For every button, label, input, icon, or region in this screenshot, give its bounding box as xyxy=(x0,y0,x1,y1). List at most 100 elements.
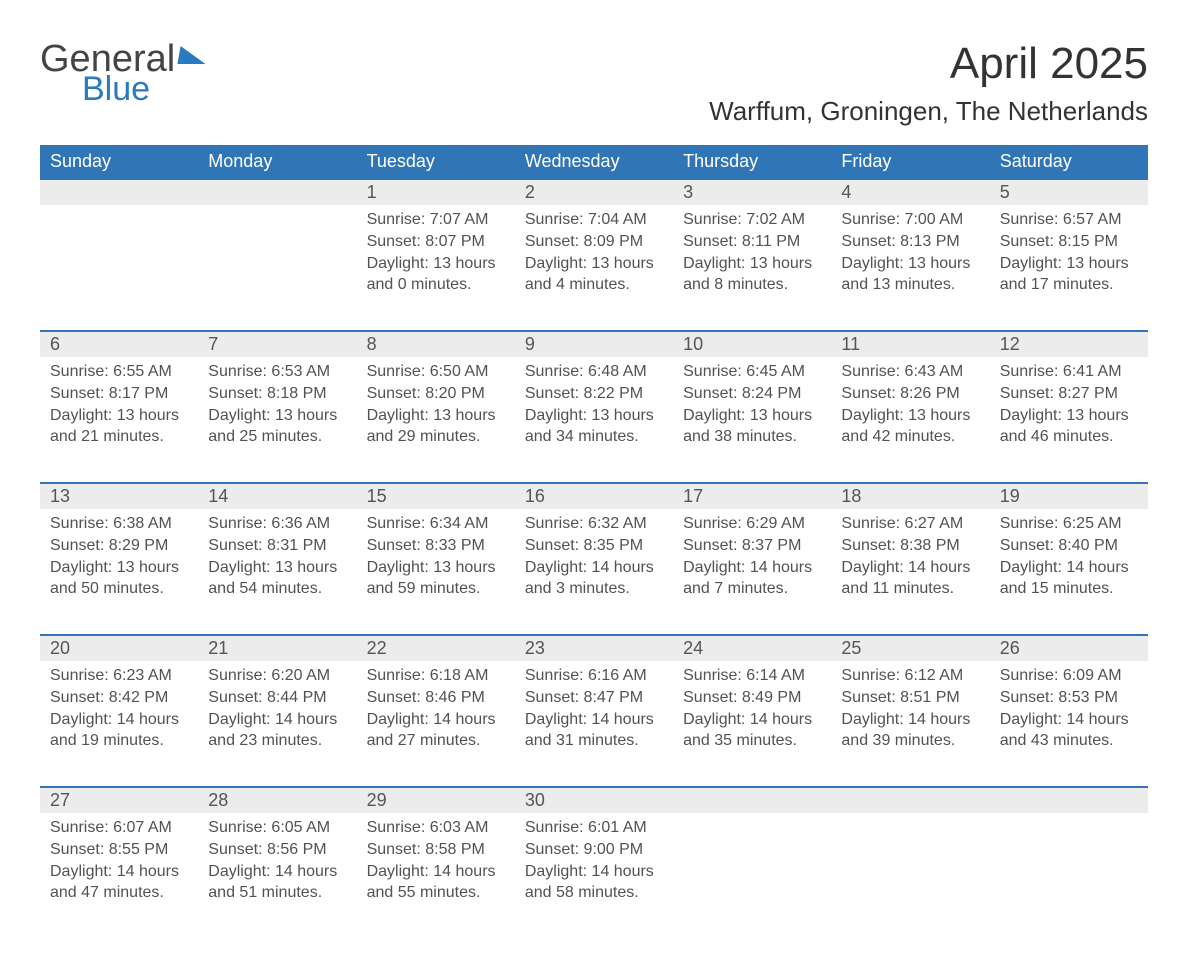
sunrise-line: Sunrise: 7:00 AM xyxy=(841,209,979,231)
day-cell: Sunrise: 6:43 AMSunset: 8:26 PMDaylight:… xyxy=(831,357,989,483)
sunset-line: Sunset: 8:33 PM xyxy=(367,535,505,557)
day-number: 1 xyxy=(357,180,515,205)
sunrise-line: Sunrise: 6:36 AM xyxy=(208,513,346,535)
day-data: Sunrise: 6:27 AMSunset: 8:38 PMDaylight:… xyxy=(831,509,989,615)
location-subtitle: Warffum, Groningen, The Netherlands xyxy=(709,96,1148,127)
daylight-line-2: and 42 minutes. xyxy=(841,426,979,448)
empty-cell xyxy=(673,813,831,939)
daylight-line-2: and 31 minutes. xyxy=(525,730,663,752)
sunset-line: Sunset: 8:51 PM xyxy=(841,687,979,709)
sunrise-line: Sunrise: 7:07 AM xyxy=(367,209,505,231)
daynum-row: 20212223242526 xyxy=(40,635,1148,661)
day-cell: Sunrise: 7:00 AMSunset: 8:13 PMDaylight:… xyxy=(831,205,989,331)
day-number-cell: 5 xyxy=(990,179,1148,205)
title-block: April 2025 Warffum, Groningen, The Nethe… xyxy=(709,40,1148,141)
sunrise-line: Sunrise: 6:41 AM xyxy=(1000,361,1138,383)
daylight-line-2: and 17 minutes. xyxy=(1000,274,1138,296)
day-data: Sunrise: 6:25 AMSunset: 8:40 PMDaylight:… xyxy=(990,509,1148,615)
day-cell: Sunrise: 6:57 AMSunset: 8:15 PMDaylight:… xyxy=(990,205,1148,331)
weekday-header: Saturday xyxy=(990,145,1148,179)
daylight-line-1: Daylight: 14 hours xyxy=(1000,557,1138,579)
daylight-line-2: and 47 minutes. xyxy=(50,882,188,904)
daylight-line-2: and 34 minutes. xyxy=(525,426,663,448)
daylight-line-1: Daylight: 14 hours xyxy=(367,709,505,731)
day-cell: Sunrise: 6:20 AMSunset: 8:44 PMDaylight:… xyxy=(198,661,356,787)
day-number: 19 xyxy=(990,484,1148,509)
daylight-line-1: Daylight: 13 hours xyxy=(367,253,505,275)
sunset-line: Sunset: 8:47 PM xyxy=(525,687,663,709)
sunrise-line: Sunrise: 6:16 AM xyxy=(525,665,663,687)
day-number: 23 xyxy=(515,636,673,661)
day-cell: Sunrise: 6:55 AMSunset: 8:17 PMDaylight:… xyxy=(40,357,198,483)
daylight-line-2: and 25 minutes. xyxy=(208,426,346,448)
day-number-cell: 30 xyxy=(515,787,673,813)
daylight-line-2: and 46 minutes. xyxy=(1000,426,1138,448)
day-cell: Sunrise: 6:32 AMSunset: 8:35 PMDaylight:… xyxy=(515,509,673,635)
day-cell: Sunrise: 6:07 AMSunset: 8:55 PMDaylight:… xyxy=(40,813,198,939)
daylight-line-1: Daylight: 14 hours xyxy=(50,861,188,883)
day-number: 15 xyxy=(357,484,515,509)
day-cell: Sunrise: 6:48 AMSunset: 8:22 PMDaylight:… xyxy=(515,357,673,483)
brand-triangle-icon xyxy=(178,46,209,64)
day-number: 10 xyxy=(673,332,831,357)
weekday-header: Thursday xyxy=(673,145,831,179)
sunset-line: Sunset: 8:35 PM xyxy=(525,535,663,557)
sunset-line: Sunset: 8:11 PM xyxy=(683,231,821,253)
day-number: 3 xyxy=(673,180,831,205)
day-number: 12 xyxy=(990,332,1148,357)
day-cell: Sunrise: 6:23 AMSunset: 8:42 PMDaylight:… xyxy=(40,661,198,787)
sunset-line: Sunset: 8:53 PM xyxy=(1000,687,1138,709)
daylight-line-1: Daylight: 13 hours xyxy=(841,253,979,275)
weekday-header: Sunday xyxy=(40,145,198,179)
daylight-line-1: Daylight: 14 hours xyxy=(683,557,821,579)
day-number-cell: 15 xyxy=(357,483,515,509)
day-cell: Sunrise: 7:04 AMSunset: 8:09 PMDaylight:… xyxy=(515,205,673,331)
sunset-line: Sunset: 8:56 PM xyxy=(208,839,346,861)
sunrise-line: Sunrise: 6:07 AM xyxy=(50,817,188,839)
day-cell: Sunrise: 6:41 AMSunset: 8:27 PMDaylight:… xyxy=(990,357,1148,483)
sunrise-line: Sunrise: 6:05 AM xyxy=(208,817,346,839)
month-title: April 2025 xyxy=(709,40,1148,88)
day-number: 7 xyxy=(198,332,356,357)
sunrise-line: Sunrise: 7:02 AM xyxy=(683,209,821,231)
week-row: Sunrise: 6:55 AMSunset: 8:17 PMDaylight:… xyxy=(40,357,1148,483)
sunset-line: Sunset: 8:09 PM xyxy=(525,231,663,253)
daylight-line-1: Daylight: 14 hours xyxy=(1000,709,1138,731)
day-cell: Sunrise: 7:02 AMSunset: 8:11 PMDaylight:… xyxy=(673,205,831,331)
sunrise-line: Sunrise: 6:32 AM xyxy=(525,513,663,535)
day-number-cell: 4 xyxy=(831,179,989,205)
day-number: 20 xyxy=(40,636,198,661)
daylight-line-1: Daylight: 13 hours xyxy=(683,253,821,275)
day-number-cell: 9 xyxy=(515,331,673,357)
daylight-line-2: and 43 minutes. xyxy=(1000,730,1138,752)
day-data: Sunrise: 6:12 AMSunset: 8:51 PMDaylight:… xyxy=(831,661,989,767)
daylight-line-2: and 21 minutes. xyxy=(50,426,188,448)
daylight-line-2: and 13 minutes. xyxy=(841,274,979,296)
sunrise-line: Sunrise: 6:53 AM xyxy=(208,361,346,383)
day-number: 27 xyxy=(40,788,198,813)
daylight-line-2: and 35 minutes. xyxy=(683,730,821,752)
day-number: 11 xyxy=(831,332,989,357)
daylight-line-1: Daylight: 13 hours xyxy=(367,557,505,579)
daylight-line-1: Daylight: 13 hours xyxy=(50,405,188,427)
day-data: Sunrise: 6:18 AMSunset: 8:46 PMDaylight:… xyxy=(357,661,515,767)
day-data: Sunrise: 6:32 AMSunset: 8:35 PMDaylight:… xyxy=(515,509,673,615)
week-row: Sunrise: 7:07 AMSunset: 8:07 PMDaylight:… xyxy=(40,205,1148,331)
day-number: 2 xyxy=(515,180,673,205)
weekday-header: Wednesday xyxy=(515,145,673,179)
sunrise-line: Sunrise: 6:20 AM xyxy=(208,665,346,687)
daylight-line-1: Daylight: 13 hours xyxy=(50,557,188,579)
sunset-line: Sunset: 8:29 PM xyxy=(50,535,188,557)
brand-logo-text: General Blue xyxy=(40,40,207,106)
day-data: Sunrise: 6:14 AMSunset: 8:49 PMDaylight:… xyxy=(673,661,831,767)
sunrise-line: Sunrise: 6:55 AM xyxy=(50,361,188,383)
empty-cell xyxy=(198,179,356,205)
daylight-line-1: Daylight: 14 hours xyxy=(367,861,505,883)
daylight-line-2: and 23 minutes. xyxy=(208,730,346,752)
day-number-cell: 12 xyxy=(990,331,1148,357)
day-number: 24 xyxy=(673,636,831,661)
day-data: Sunrise: 6:03 AMSunset: 8:58 PMDaylight:… xyxy=(357,813,515,919)
sunset-line: Sunset: 8:18 PM xyxy=(208,383,346,405)
daylight-line-2: and 27 minutes. xyxy=(367,730,505,752)
empty-cell xyxy=(673,787,831,813)
